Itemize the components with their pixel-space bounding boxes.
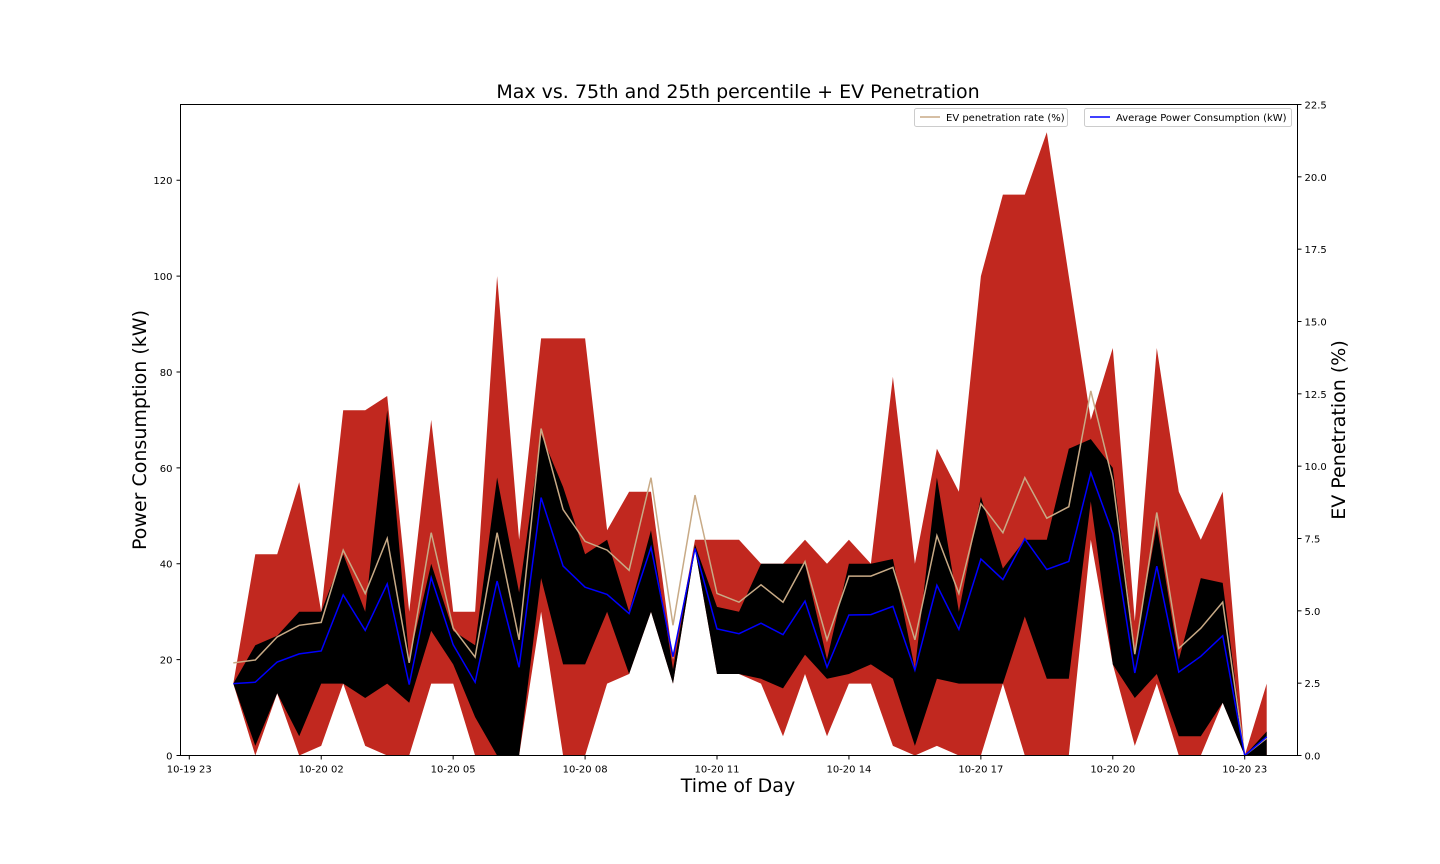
y-axis-right-label: EV Penetration (%) [1328, 340, 1350, 519]
legend-average-power: Average Power Consumption (kW) [1084, 108, 1292, 127]
plot-frame [180, 104, 1298, 756]
x-tick-label: 10-20 11 [695, 765, 740, 776]
y-tick-label: 80 [160, 368, 173, 379]
ev-penetration-line [233, 390, 1268, 757]
x-tick-label: 10-20 02 [299, 765, 344, 776]
percentile-25-75-band [233, 410, 1267, 756]
y2-tick-label: 10.0 [1305, 462, 1327, 473]
y-tick-label: 100 [153, 272, 172, 283]
y-tick-label: 0 [166, 752, 172, 763]
average-power-line [233, 470, 1268, 757]
y2-tick-label: 2.5 [1305, 679, 1321, 690]
x-axis-label: Time of Day [680, 775, 795, 797]
legend-avg-box [1084, 108, 1292, 127]
y2-tick-label: 17.5 [1305, 245, 1327, 256]
y-axis-right: 0.0 2.5 5.0 7.5 10.0 12.5 15.0 17.5 20.0 22.5 [1297, 101, 1327, 763]
y-tick-label: 60 [160, 464, 173, 475]
y2-tick-label: 15.0 [1305, 318, 1327, 329]
legend-ev-label: EV penetration rate (%) [946, 113, 1065, 124]
legend-avg-label: Average Power Consumption (kW) [1116, 113, 1287, 124]
legend-ev-box [914, 108, 1068, 127]
y2-tick-label: 20.0 [1305, 173, 1327, 184]
y-tick-label: 120 [153, 176, 172, 187]
x-tick-label: 10-20 08 [563, 765, 608, 776]
y2-tick-label: 7.5 [1305, 535, 1321, 546]
x-tick-label: 10-20 23 [1222, 765, 1267, 776]
y-tick-label: 40 [160, 560, 173, 571]
x-tick-label: 10-20 17 [958, 765, 1003, 776]
x-axis: 10-19 23 10-20 02 10-20 05 10-20 08 10-20 11… [167, 755, 1267, 776]
x-tick-label: 10-20 05 [431, 765, 476, 776]
x-tick-label: 10-20 14 [826, 765, 871, 776]
y2-tick-label: 0.0 [1305, 752, 1321, 763]
x-tick-label: 10-20 20 [1090, 765, 1135, 776]
y-axis-label: Power Consumption (kW) [129, 310, 151, 550]
legend-ev-penetration: EV penetration rate (%) [914, 108, 1068, 127]
y2-tick-label: 5.0 [1305, 607, 1321, 618]
y2-tick-label: 22.5 [1305, 101, 1327, 112]
x-tick-label: 10-19 23 [167, 765, 212, 776]
y-tick-label: 20 [160, 656, 173, 667]
y-axis-left: 0 20 40 60 80 100 120 [153, 176, 181, 763]
y2-tick-label: 12.5 [1305, 390, 1327, 401]
chart-title: Max vs. 75th and 25th percentile + EV Pe… [496, 81, 979, 103]
plot-area [233, 132, 1268, 757]
